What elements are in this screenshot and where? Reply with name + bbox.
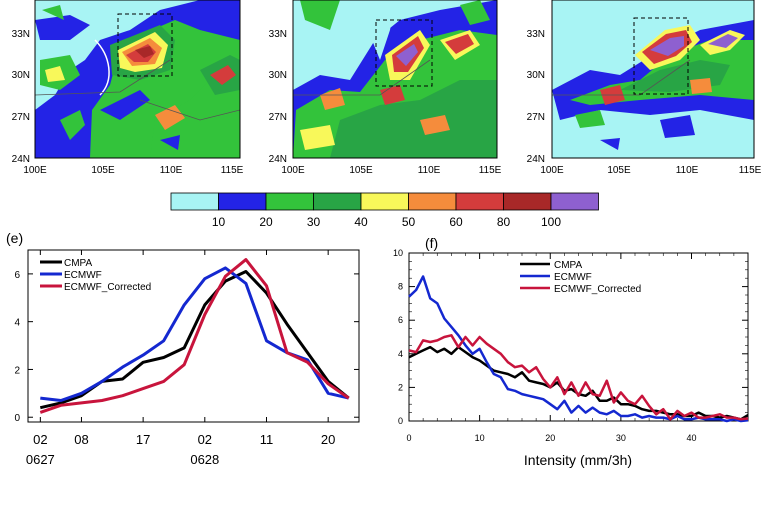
panel-f-xlabel: Intensity (mm/3h) <box>524 452 632 468</box>
map3-ytick-33n: 33N <box>527 29 545 40</box>
colorbar-swatch-0 <box>170 192 219 211</box>
map1-ytick-30n: 30N <box>12 70 30 81</box>
colorbar-label-10: 10 <box>212 215 226 229</box>
colorbar-label-40: 40 <box>354 215 368 229</box>
panel-f-ytick-4: 4 <box>398 349 403 359</box>
panel-e-xtick-2: 17 <box>136 432 150 447</box>
map1-xtick-115e: 115E <box>221 165 244 176</box>
colorbar-swatch-6 <box>455 192 504 211</box>
panel-f-series-ecmwf <box>408 275 749 423</box>
panel-f-xtick-40: 40 <box>686 433 696 443</box>
panel-e-ytick-2: 2 <box>14 365 20 376</box>
panel-e-xtick-3: 02 <box>198 432 212 447</box>
colorbar-label-80: 80 <box>497 215 511 229</box>
colorbar-swatch-1 <box>218 192 267 211</box>
map2-ytick-30n: 30N <box>269 70 287 81</box>
panel-e-xtick-5: 20 <box>321 432 335 447</box>
map1-ytick-24n: 24N <box>12 154 30 165</box>
map1-ytick-27n: 27N <box>12 112 30 123</box>
panel-f-series-ecmwf-corrected <box>408 334 749 421</box>
map2-ytick-33n: 33N <box>269 29 287 40</box>
map3-xtick-105e: 105E <box>607 165 631 176</box>
colorbar-label-20: 20 <box>259 215 273 229</box>
colorbar-label-60: 60 <box>449 215 463 229</box>
panel-f-ytick-10: 10 <box>393 248 403 258</box>
panel-e-legend-label-1: ECMWF <box>64 270 102 281</box>
map3-ytick-30n: 30N <box>527 70 545 81</box>
panel-e-date-0: 0627 <box>26 452 55 467</box>
map1-xtick-105e: 105E <box>91 165 115 176</box>
colorbar-label-50: 50 <box>402 215 416 229</box>
panel-e-legend-label-0: CMPA <box>64 258 92 269</box>
colorbar-swatch-2 <box>265 192 314 211</box>
panel-e-frame <box>27 249 360 423</box>
panel-e-legend-label-2: ECMWF_Corrected <box>64 282 151 293</box>
panel-f-legend-label-2: ECMWF_Corrected <box>554 284 641 295</box>
colorbar-swatch-5 <box>408 192 457 211</box>
colorbar-label-30: 30 <box>307 215 321 229</box>
precip-field-1 <box>35 0 240 158</box>
panel-f-ytick-0: 0 <box>398 416 403 426</box>
panel-f-label: (f) <box>425 235 438 251</box>
map2-ytick-24n: 24N <box>269 154 287 165</box>
panel-e-xtick-0: 02 <box>33 432 47 447</box>
panel-f-ytick-2: 2 <box>398 382 403 392</box>
precip-field-3 <box>552 0 754 158</box>
map3-ytick-24n: 24N <box>527 154 545 165</box>
map2-xtick-105e: 105E <box>349 165 373 176</box>
panel-f-ytick-6: 6 <box>398 315 403 325</box>
panel-f-xtick-0: 0 <box>406 433 411 443</box>
colorbar-swatch-4 <box>360 192 409 211</box>
colorbar-label-100: 100 <box>541 215 561 229</box>
colorbar: 10 20 30 40 50 60 80 100 <box>170 192 599 229</box>
panel-f-series-cmpa <box>408 345 749 421</box>
map3-xtick-115e: 115E <box>739 165 762 176</box>
panel-f-ytick-8: 8 <box>398 282 403 292</box>
panel-e-ytick-0: 0 <box>14 413 20 424</box>
colorbar-swatch-3 <box>313 192 362 211</box>
map2-xtick-115e: 115E <box>479 165 502 176</box>
map1-ytick-33n: 33N <box>12 29 30 40</box>
panel-e-label: (e) <box>6 230 23 246</box>
colorbar-swatch-8 <box>550 192 599 211</box>
map-panel-2: 33N 30N 27N 24N 100E 105E 110E 115E <box>269 0 502 176</box>
map2-ytick-27n: 27N <box>269 112 287 123</box>
map2-xtick-110e: 110E <box>418 165 441 176</box>
map1-xtick-110e: 110E <box>160 165 183 176</box>
colorbar-swatch-7 <box>503 192 552 211</box>
panel-e-date-1: 0628 <box>190 452 219 467</box>
map1-xtick-100e: 100E <box>23 165 47 176</box>
map-panel-3: 33N 30N 27N 24N 100E 105E 110E 115E <box>527 0 762 176</box>
precip-field-2 <box>293 0 497 158</box>
map2-xtick-100e: 100E <box>281 165 305 176</box>
panel-e-series-ecmwf-corrected <box>39 258 350 414</box>
map3-xtick-100e: 100E <box>540 165 564 176</box>
map-panel-1: 33N 30N 27N 24N 100E 105E 110E 115E <box>12 0 244 176</box>
panel-f-legend-label-1: ECMWF <box>554 272 592 283</box>
panel-e-xtick-1: 08 <box>74 432 88 447</box>
panel-f-xtick-20: 20 <box>545 433 555 443</box>
panel-f-xtick-10: 10 <box>475 433 485 443</box>
panel-f-legend-label-0: CMPA <box>554 260 582 271</box>
chart-panel-f: (f) Intensity (mm/3h) 0 2 4 6 8 10 0 10 20 30 40 CM… <box>393 235 749 468</box>
panel-e-ytick-4: 4 <box>14 318 20 329</box>
panel-e-ytick-6: 6 <box>14 270 20 281</box>
map3-ytick-27n: 27N <box>527 112 545 123</box>
panel-e-xtick-4: 11 <box>260 432 274 447</box>
map3-xtick-110e: 110E <box>676 165 699 176</box>
panel-f-xtick-30: 30 <box>616 433 626 443</box>
